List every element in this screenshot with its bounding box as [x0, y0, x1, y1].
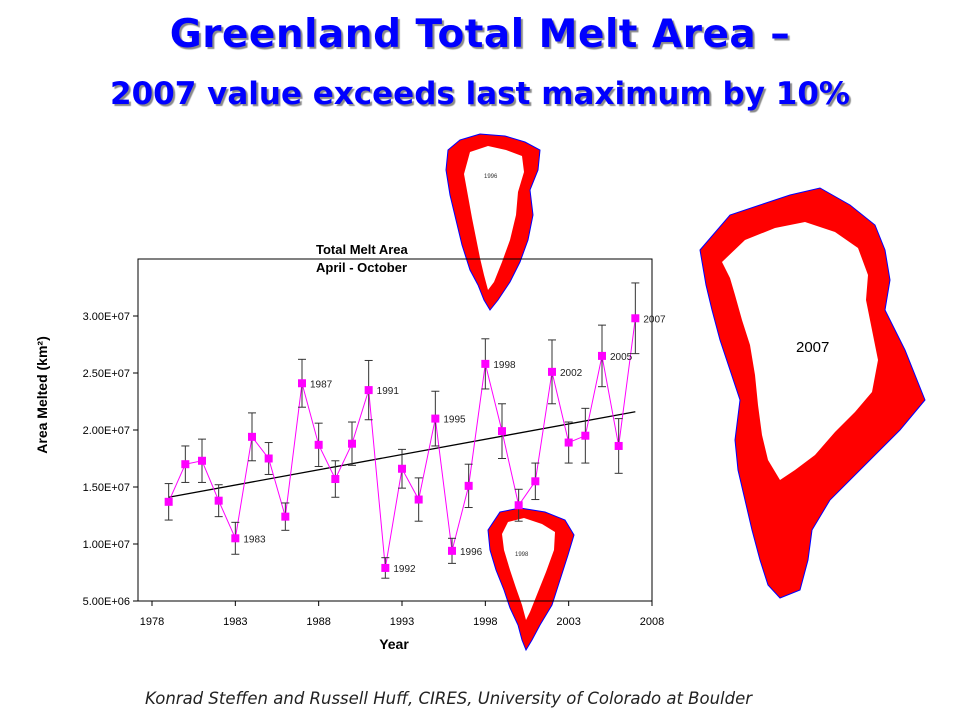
- year-annotation: 1992: [393, 564, 416, 575]
- x-axis-label: Year: [379, 636, 409, 652]
- y-tick-label: 1.00E+07: [83, 539, 130, 551]
- data-point: [331, 475, 340, 484]
- year-annotation: 1998: [493, 360, 516, 371]
- data-point: [564, 438, 573, 447]
- greenland-map-1998: 1998: [487, 507, 575, 652]
- data-point: [398, 464, 406, 473]
- greenland-map-2007: 2007: [699, 187, 926, 599]
- map-2007-interior: [722, 222, 878, 480]
- data-point: [364, 386, 373, 395]
- year-annotation: 1995: [443, 415, 466, 426]
- y-tick-label: 5.00E+06: [83, 596, 130, 608]
- data-point: [314, 440, 323, 449]
- map-1998-interior: [502, 518, 555, 620]
- year-annotation: 1987: [310, 379, 333, 390]
- data-point: [531, 477, 540, 486]
- year-annotation: 1983: [243, 534, 266, 545]
- x-tick-label: 1993: [390, 616, 414, 628]
- map-1996-interior: [464, 146, 524, 290]
- y-axis-ticks: 5.00E+06 1.00E+07 1.50E+07 2.00E+07 2.50E+07…: [83, 311, 138, 608]
- map-2007-label: 2007: [796, 339, 829, 356]
- data-point: [514, 501, 523, 510]
- data-point: [164, 497, 173, 506]
- year-annotation: 2007: [643, 314, 666, 325]
- greenland-map-1996: 1996: [445, 133, 541, 311]
- year-annotation: 1991: [377, 386, 400, 397]
- slide-title: Greenland Total Melt Area –: [169, 12, 791, 57]
- data-point: [614, 441, 623, 450]
- year-annotation: 2005: [610, 352, 633, 363]
- x-tick-label: 1998: [473, 616, 497, 628]
- credit-line: Konrad Steffen and Russell Huff, CIRES, …: [145, 689, 753, 708]
- data-point: [548, 367, 556, 376]
- chart-title-line2: April - October: [316, 260, 407, 275]
- data-point: [298, 379, 306, 388]
- data-point: [214, 496, 223, 505]
- x-axis-ticks: 1978 1983 1988 1993 1998 2003 2008: [140, 601, 664, 628]
- melt-area-chart: 5.00E+06 1.00E+07 1.50E+07 2.00E+07 2.50E+07…: [34, 242, 666, 652]
- data-point: [381, 563, 390, 572]
- data-point: [198, 456, 206, 465]
- data-point: [348, 439, 356, 448]
- year-annotation: 2002: [560, 368, 583, 379]
- x-tick-label: 1988: [306, 616, 330, 628]
- data-point: [231, 534, 240, 543]
- data-point: [448, 546, 456, 555]
- plot-frame: [137, 258, 653, 602]
- y-tick-label: 3.00E+07: [83, 311, 130, 323]
- data-point: [481, 359, 490, 368]
- data-point: [281, 512, 290, 521]
- map-1996-label: 1996: [484, 174, 498, 180]
- data-point: [264, 454, 273, 463]
- chart-title-line1: Total Melt Area: [316, 242, 409, 257]
- y-tick-label: 2.50E+07: [83, 368, 130, 380]
- y-tick-label: 2.00E+07: [83, 425, 130, 437]
- data-point: [598, 351, 606, 360]
- data-point: [631, 314, 640, 323]
- data-point: [498, 427, 506, 436]
- data-point: [581, 431, 590, 440]
- y-tick-label: 1.50E+07: [83, 482, 130, 494]
- y-axis-label: Area Melted (km²): [34, 336, 50, 453]
- data-points: [164, 314, 640, 572]
- slide-subtitle: 2007 value exceeds last maximum by 10%: [110, 76, 850, 112]
- year-annotation: 1996: [460, 547, 483, 558]
- x-tick-label: 2003: [556, 616, 580, 628]
- x-tick-label: 1983: [223, 616, 247, 628]
- data-point: [431, 414, 440, 423]
- data-point: [464, 481, 473, 490]
- map-1998-label: 1998: [515, 552, 529, 558]
- data-point: [181, 460, 190, 469]
- x-tick-label: 1978: [140, 616, 164, 628]
- year-annotations: 1983 1987 1991 1992 1995 1996 1998 2002 2005 2007: [243, 314, 666, 575]
- x-tick-label: 2008: [640, 616, 664, 628]
- data-point: [248, 432, 256, 441]
- data-point: [414, 495, 423, 504]
